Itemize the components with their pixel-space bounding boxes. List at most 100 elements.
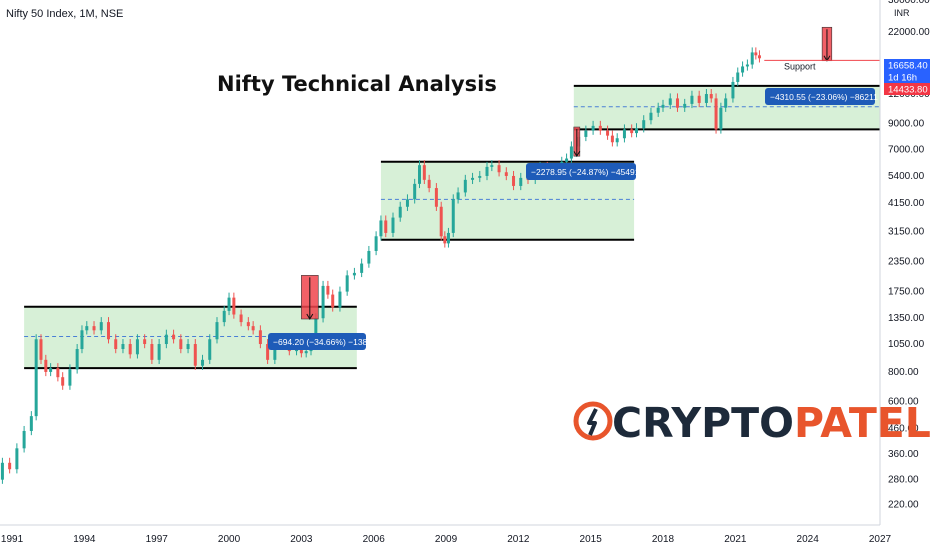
candle-body: [331, 294, 335, 308]
candle-body: [427, 179, 431, 189]
candle-111: [709, 89, 713, 103]
candle-body: [724, 98, 728, 108]
candle-117: [741, 61, 745, 77]
candle-body: [56, 368, 60, 378]
candle-body: [391, 217, 395, 233]
candle-62: [398, 201, 402, 222]
candle-1: [0, 457, 4, 484]
candle-104: [661, 99, 665, 112]
candle-14: [80, 325, 84, 354]
candle-body: [714, 98, 718, 130]
candle-20: [121, 339, 125, 354]
y-tick-label-7: 1050.00: [888, 339, 925, 350]
candle-body: [675, 98, 679, 108]
candle-57: [367, 245, 371, 268]
candle-body: [668, 98, 672, 105]
callouts-layer: −694.20 (−34.66%) −13894 −2278.95 (−24.87…: [268, 26, 880, 350]
x-tick-label-5: 2003: [290, 534, 313, 545]
candle-body: [642, 120, 646, 129]
candle-40: [258, 325, 262, 349]
y-tick-label-18: 30000.00: [888, 0, 930, 6]
candle-76: [478, 170, 482, 183]
candle-body: [299, 349, 303, 354]
candle-6: [34, 334, 38, 421]
candle-37: [239, 309, 243, 327]
callout-box-3: [765, 88, 875, 105]
drop-arrowhead-1: [306, 313, 314, 320]
candle-body: [222, 310, 226, 323]
candle-113: [719, 102, 723, 134]
candle-110: [704, 89, 708, 108]
candle-99: [630, 124, 634, 138]
candle-97: [615, 133, 619, 147]
candle-100: [634, 123, 638, 138]
candle-body: [345, 275, 349, 292]
x-tick-label-7: 2009: [435, 534, 458, 545]
candle-body: [352, 272, 356, 276]
candle-65: [418, 160, 422, 189]
callout-box-1: [268, 333, 366, 350]
candle-body: [478, 175, 482, 178]
candle-50: [321, 280, 325, 323]
candle-body: [273, 344, 277, 360]
candle-13: [75, 344, 79, 374]
candle-26: [164, 329, 168, 349]
candle-body: [569, 146, 573, 159]
x-tick-label-8: 2012: [507, 534, 530, 545]
candle-body: [704, 94, 708, 103]
callout-label-1: −694.20 (−34.66%) −13894: [273, 337, 377, 347]
candle-body: [75, 349, 79, 370]
candle-11: [61, 372, 65, 390]
candle-4: [22, 425, 26, 453]
candle-67: [427, 174, 431, 193]
candle-114: [724, 93, 728, 112]
candle-body: [92, 326, 96, 331]
candle-33: [215, 317, 219, 344]
candle-body: [443, 236, 447, 244]
candle-body: [215, 322, 219, 340]
candle-79: [497, 160, 501, 177]
candle-56: [360, 258, 364, 278]
candle-body: [193, 344, 197, 366]
candle-body: [683, 103, 687, 108]
currency-label: INR: [894, 8, 910, 18]
candle-body: [384, 220, 388, 233]
candle-31: [201, 354, 205, 370]
x-tick-label-2: 1994: [73, 534, 96, 545]
candle-66: [422, 160, 426, 185]
candle-73: [456, 187, 460, 204]
candle-body: [719, 107, 723, 130]
candle-body: [8, 462, 12, 470]
candle-24: [150, 339, 154, 365]
candle-body: [490, 165, 494, 167]
candle-119: [750, 47, 754, 69]
cryptopatel-logo: CRYPTOPATEL: [573, 399, 931, 447]
svg-text:CRYPTOPATEL: CRYPTOPATEL: [612, 399, 931, 447]
candle-90: [569, 141, 573, 163]
candle-29: [186, 339, 190, 354]
candle-body: [106, 322, 110, 340]
candle-body: [649, 112, 653, 121]
x-tick-label-1: 1991: [1, 534, 24, 545]
candle-body: [258, 330, 262, 345]
x-tick-label-6: 2006: [363, 534, 386, 545]
candle-body: [709, 94, 713, 99]
candle-body: [304, 351, 308, 354]
candle-body: [251, 326, 255, 331]
candle-80: [504, 167, 508, 181]
candle-body: [295, 349, 299, 352]
candle-body: [326, 285, 330, 295]
candle-body: [29, 416, 33, 431]
candle-body: [439, 206, 443, 237]
candle-108: [690, 90, 694, 109]
candle-10: [56, 363, 60, 382]
x-tick-label-10: 2018: [652, 534, 675, 545]
candle-55: [352, 267, 356, 280]
candle-101: [642, 115, 646, 133]
candle-106: [675, 93, 679, 112]
candle-body: [497, 165, 501, 173]
candle-body: [504, 172, 508, 176]
candle-body: [615, 138, 619, 143]
candle-8: [44, 354, 48, 377]
candle-34: [222, 305, 226, 327]
